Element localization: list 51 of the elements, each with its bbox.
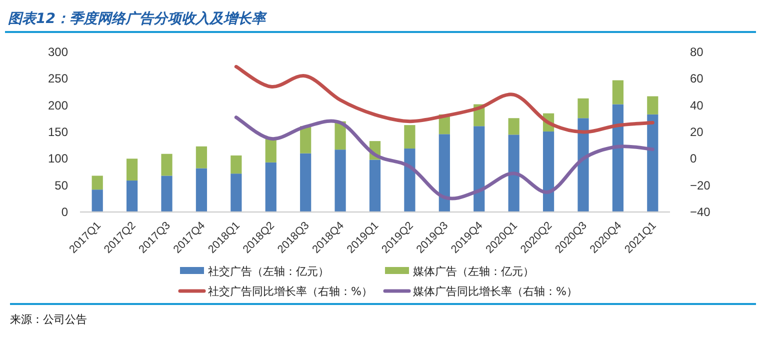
bar xyxy=(438,134,450,212)
bar xyxy=(647,96,658,114)
bar xyxy=(196,146,208,168)
y-tick-label: 100 xyxy=(48,152,68,166)
bar xyxy=(126,180,138,212)
bar xyxy=(404,148,416,212)
bar xyxy=(612,104,624,212)
y2-tick-label: −40 xyxy=(690,205,711,219)
bar xyxy=(92,176,103,190)
legend-label: 媒体广告同比增长率（右轴：%） xyxy=(413,285,578,298)
bar xyxy=(300,126,312,154)
y2-tick-label: 20 xyxy=(690,125,704,139)
y2-tick-label: 80 xyxy=(690,45,704,59)
bar xyxy=(508,118,520,135)
bar xyxy=(578,98,589,118)
bar xyxy=(126,158,138,181)
y2-tick-label: 0 xyxy=(690,152,697,166)
bar xyxy=(230,155,242,174)
bar xyxy=(92,190,103,212)
bar xyxy=(612,80,624,104)
bar xyxy=(161,176,172,212)
y2-tick-label: −20 xyxy=(690,178,711,192)
bar xyxy=(369,160,381,212)
bar xyxy=(300,153,312,212)
chart-title: 图表12：季度网络广告分项收入及增长率 xyxy=(8,10,268,27)
legend-label: 媒体广告（左轴：亿元） xyxy=(413,265,534,278)
bar xyxy=(161,154,172,176)
line-series xyxy=(234,116,654,200)
bar xyxy=(334,150,346,212)
bar xyxy=(508,134,520,212)
y-tick-label: 200 xyxy=(48,98,68,112)
bar xyxy=(542,131,554,212)
y-tick-label: 50 xyxy=(54,178,68,192)
bar xyxy=(196,168,208,212)
source-note: 来源：公司公告 xyxy=(10,313,87,326)
bar xyxy=(265,162,276,212)
bar xyxy=(474,126,485,212)
bar xyxy=(265,138,276,162)
y2-tick-label: 60 xyxy=(690,72,704,86)
legend-label: 社交广告同比增长率（右轴：%） xyxy=(208,285,372,298)
bar xyxy=(578,118,589,212)
bar xyxy=(404,125,416,149)
y-tick-label: 300 xyxy=(48,45,68,59)
y2-tick-label: 40 xyxy=(690,98,704,112)
y-tick-label: 250 xyxy=(48,72,68,86)
bar xyxy=(647,114,658,212)
y-tick-label: 150 xyxy=(48,125,68,139)
y-tick-label: 0 xyxy=(61,205,68,219)
legend-label: 社交广告（左轴：亿元） xyxy=(208,265,329,278)
bar xyxy=(230,174,242,212)
line-series xyxy=(234,64,654,134)
